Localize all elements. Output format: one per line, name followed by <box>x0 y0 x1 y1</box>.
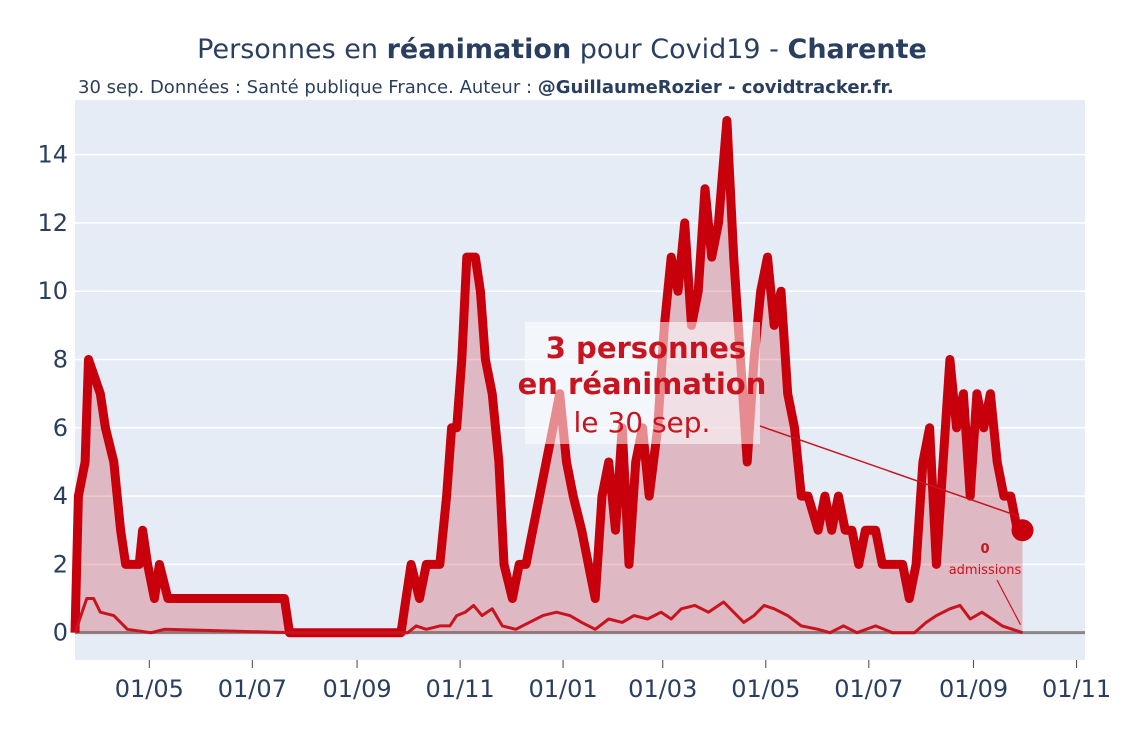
y-tick-label: 2 <box>53 550 68 578</box>
y-tick-label: 14 <box>37 141 68 169</box>
y-tick-label: 4 <box>53 482 68 510</box>
x-tick-label: 01/07 <box>218 675 287 703</box>
reanimation-line <box>70 116 1023 638</box>
x-axis-ticks: 01/05 01/07 01/09 01/11 01/01 01/03 01/05 01/07… <box>115 660 1111 703</box>
last-value-marker <box>1011 519 1034 542</box>
chart-subtitle: 30 sep. Données : Santé publique France.… <box>78 77 894 98</box>
x-tick-label: 01/11 <box>425 675 494 703</box>
x-tick-label: 01/11 <box>1042 675 1111 703</box>
annotation-line2: en réanimation <box>518 367 767 401</box>
x-tick-label: 01/05 <box>731 675 800 703</box>
y-tick-label: 8 <box>53 346 68 374</box>
admissions-line <box>73 597 1023 635</box>
annotation-box <box>525 322 760 444</box>
chart-title: Personnes en réanimation pour Covid19 - … <box>197 34 927 65</box>
x-tick-label: 01/09 <box>939 675 1008 703</box>
x-tick-label: 01/01 <box>529 675 598 703</box>
annotation-line1: 3 personnes <box>546 331 746 365</box>
y-tick-label: 10 <box>37 277 68 305</box>
y-tick-label: 0 <box>53 619 68 647</box>
admissions-value: 0 <box>980 542 989 557</box>
admissions-label: admissions <box>949 563 1022 578</box>
y-axis-ticks: 0 2 4 6 8 10 12 14 <box>37 141 68 647</box>
x-tick-label: 01/05 <box>115 675 184 703</box>
y-tick-label: 12 <box>37 209 68 237</box>
x-tick-label: 01/09 <box>322 675 391 703</box>
annotation-arrow <box>759 425 1019 517</box>
reanimation-area <box>75 120 1023 633</box>
annotation-line3: le 30 sep. <box>574 406 711 439</box>
x-tick-label: 01/07 <box>834 675 903 703</box>
y-tick-label: 6 <box>53 414 68 442</box>
x-tick-label: 01/03 <box>628 675 697 703</box>
admissions-arrow <box>996 579 1022 625</box>
